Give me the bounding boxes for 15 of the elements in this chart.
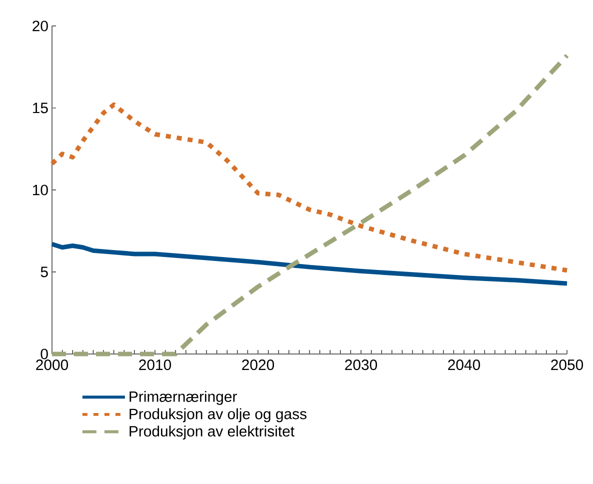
x-tick-label: 2040 bbox=[448, 360, 480, 370]
legend-label: Primærnæringer bbox=[130, 390, 237, 405]
x-tick-label: 2000 bbox=[36, 360, 68, 370]
y-tick-label: 20 bbox=[32, 20, 48, 32]
x-tick-label: 2030 bbox=[345, 360, 378, 370]
y-tick-label: 5 bbox=[40, 266, 48, 278]
x-tick-label: 2020 bbox=[242, 360, 274, 370]
y-tick-label: 0 bbox=[40, 348, 48, 360]
y-tick-label: 10 bbox=[33, 184, 48, 196]
y-tick-label: 15 bbox=[33, 102, 48, 114]
line-series bbox=[50, 102, 570, 273]
x-tick-label: 2050 bbox=[551, 360, 584, 370]
legend-label: Produksjon av elektrisitet bbox=[130, 426, 294, 440]
legend-label: Produksjon av olje og gass bbox=[130, 408, 306, 422]
x-tick-label: 2010 bbox=[139, 360, 172, 370]
